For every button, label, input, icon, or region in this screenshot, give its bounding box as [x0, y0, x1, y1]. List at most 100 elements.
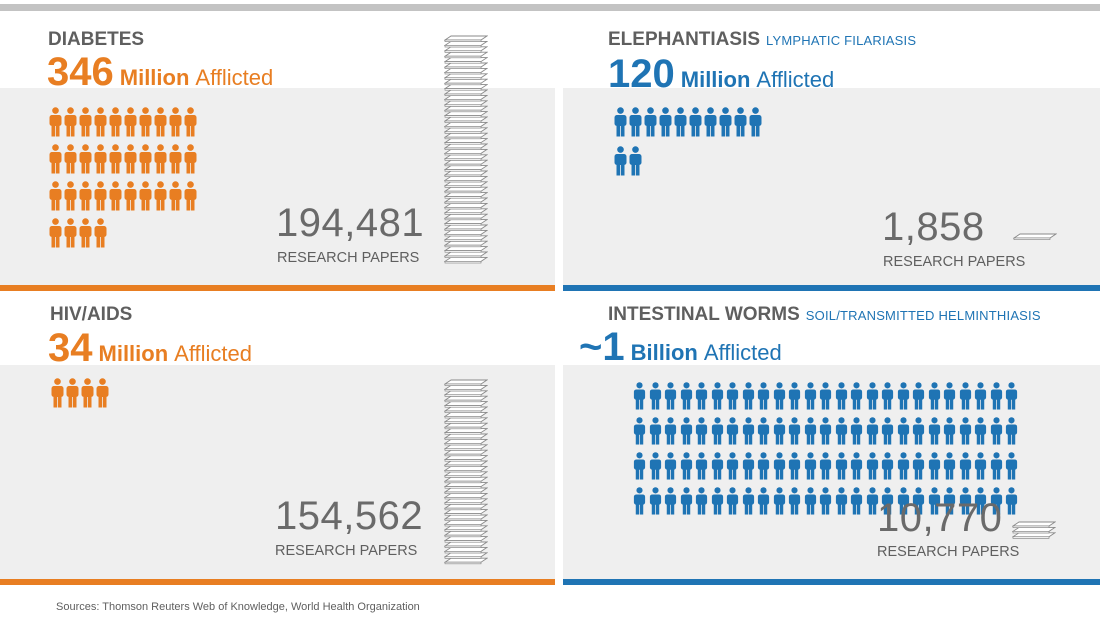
person-icon — [644, 107, 657, 137]
person-icon — [633, 382, 646, 410]
person-icon — [94, 218, 107, 248]
person-icon — [49, 144, 62, 174]
research-papers-count: 194,481 — [276, 201, 425, 245]
person-icon — [974, 487, 987, 515]
person-icon — [81, 378, 94, 408]
person-icon — [742, 487, 754, 515]
person-icon — [959, 417, 971, 445]
afflicted-unit: Million — [119, 65, 190, 90]
person-icon — [757, 382, 770, 410]
person-icon — [912, 382, 925, 410]
afflicted-word: Afflicted — [756, 67, 835, 92]
person-icon — [928, 382, 940, 410]
person-icon — [897, 452, 909, 480]
person-icon — [680, 382, 692, 410]
person-icon — [742, 417, 754, 445]
disease-subtitle: SOIL/TRANSMITTED HELMINTHIASIS — [805, 308, 1041, 323]
research-papers-label: RESEARCH PAPERS — [275, 543, 418, 559]
afflicted-count: 120 Million Afflicted — [608, 52, 834, 97]
person-icon — [773, 417, 785, 445]
person-icon — [881, 452, 894, 480]
person-icon — [659, 107, 672, 137]
person-icon — [139, 107, 152, 137]
person-icon — [990, 452, 1002, 480]
afflicted-unit: Billion — [630, 340, 698, 365]
person-icon — [773, 452, 785, 480]
research-papers-label: RESEARCH PAPERS — [877, 544, 1020, 560]
person-icon — [711, 452, 723, 480]
research-papers-count: 1,858 — [882, 205, 985, 249]
person-icon — [664, 452, 677, 480]
person-icon — [664, 417, 677, 445]
person-icon — [1005, 417, 1018, 445]
person-icon — [695, 452, 708, 480]
person-icon — [835, 452, 847, 480]
paper-stack-drawing — [1012, 233, 1058, 240]
person-icon — [96, 378, 109, 408]
person-icon — [169, 181, 182, 211]
person-icon — [51, 378, 64, 408]
panel-title: DIABETES — [48, 29, 144, 51]
person-icon — [94, 107, 107, 137]
person-icon — [633, 452, 646, 480]
person-icon — [835, 417, 847, 445]
person-icon — [649, 382, 661, 410]
afflicted-word: Afflicted — [195, 65, 274, 90]
person-icon — [79, 144, 92, 174]
person-icon — [959, 487, 971, 515]
paper-stack-icon — [1012, 228, 1058, 248]
person-icon — [928, 487, 940, 515]
person-icon — [184, 144, 197, 174]
person-icon — [897, 382, 909, 410]
person-icon — [850, 487, 863, 515]
person-icon — [124, 181, 137, 211]
person-icon — [959, 452, 971, 480]
person-icon — [1005, 382, 1018, 410]
person-icon — [1005, 487, 1018, 515]
disease-name: ELEPHANTIASIS — [608, 29, 761, 50]
person-icon — [835, 382, 847, 410]
person-icon — [974, 382, 987, 410]
paper-stack-icon — [443, 374, 489, 573]
person-icon — [629, 146, 642, 176]
person-icon — [184, 107, 197, 137]
people-icons — [632, 382, 1022, 515]
person-icon — [912, 417, 925, 445]
person-icon — [990, 487, 1002, 515]
person-icon — [726, 487, 739, 515]
person-icon — [912, 487, 925, 515]
person-icon — [866, 487, 878, 515]
person-icon — [897, 487, 909, 515]
person-icon — [109, 181, 122, 211]
person-icon — [819, 382, 832, 410]
person-icon — [726, 452, 739, 480]
person-icon — [757, 487, 770, 515]
person-icon — [835, 487, 847, 515]
person-icon — [788, 417, 801, 445]
person-icon — [711, 417, 723, 445]
person-icon — [664, 382, 677, 410]
person-icon — [757, 417, 770, 445]
person-icon — [49, 107, 62, 137]
person-icon — [1005, 452, 1018, 480]
people-icons — [50, 378, 200, 408]
afflicted-count: 34 Million Afflicted — [48, 326, 252, 371]
person-icon — [819, 452, 832, 480]
person-icon — [94, 144, 107, 174]
person-icon — [912, 452, 925, 480]
diabetes-rule — [0, 285, 555, 291]
sources-note: Sources: Thomson Reuters Web of Knowledg… — [56, 601, 420, 613]
person-icon — [64, 218, 77, 248]
person-icon — [64, 144, 77, 174]
person-icon — [788, 452, 801, 480]
research-papers-count: 154,562 — [275, 494, 424, 538]
person-icon — [990, 417, 1002, 445]
paper-stack-drawing — [443, 379, 489, 565]
person-icon — [881, 382, 894, 410]
research-papers-count: 10,770 — [877, 496, 1003, 540]
person-icon — [866, 382, 878, 410]
person-icon — [79, 107, 92, 137]
afflicted-number: ~1 — [579, 325, 625, 369]
top-rule — [0, 4, 1100, 11]
afflicted-unit: Million — [98, 341, 169, 366]
